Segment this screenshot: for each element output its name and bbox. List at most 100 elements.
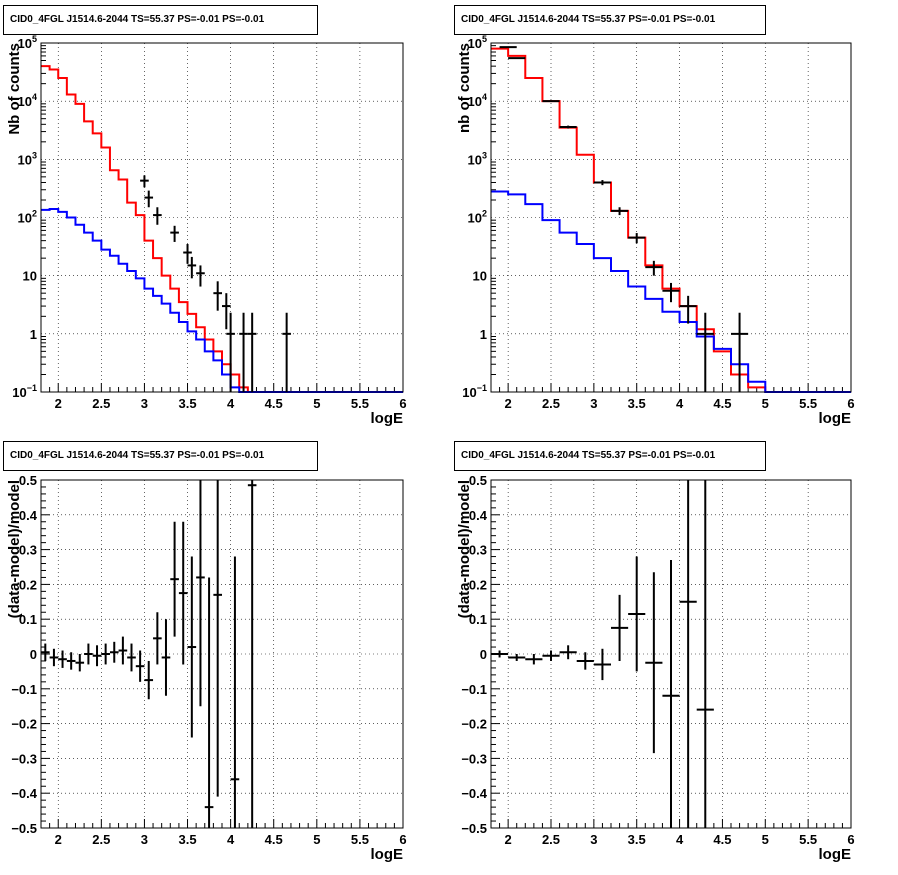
x-axis-label: logE (819, 410, 852, 427)
data-point (559, 125, 577, 129)
x-tick-label: 3 (141, 832, 148, 847)
histogram-series-1 (41, 65, 403, 393)
panel-title: CID0_4FGL J1514.6-2044 TS=55.37 PS=-0.01… (3, 441, 318, 471)
data-point (628, 556, 646, 672)
data-point (187, 556, 197, 738)
data-point (611, 207, 629, 216)
y-tick-label: 103 (468, 150, 487, 167)
y-tick-label: 105 (18, 34, 37, 51)
x-tick-label: 3.5 (628, 396, 646, 411)
data-point (239, 312, 248, 392)
plot-frame (40, 479, 404, 829)
data-point (247, 480, 257, 828)
data-point (75, 654, 85, 672)
x-tick-label: 6 (847, 832, 854, 847)
data-point (226, 312, 235, 392)
y-tick-label: −0.5 (461, 821, 487, 836)
data-point (662, 282, 680, 303)
data-point (118, 636, 128, 665)
data-point (645, 260, 663, 276)
x-tick-label: 5.5 (351, 396, 369, 411)
x-tick-label: 2 (55, 832, 62, 847)
data-point (576, 652, 594, 670)
data-point (679, 480, 697, 828)
panel-title: CID0_4FGL J1514.6-2044 TS=55.37 PS=-0.01… (454, 5, 766, 35)
y-axis-label: Nb of counts (6, 43, 23, 135)
data-point (542, 650, 560, 661)
data-point (593, 648, 611, 681)
data-point (222, 293, 231, 330)
y-tick-label: 0.1 (19, 612, 37, 627)
x-tick-label: 3.5 (178, 832, 196, 847)
data-point (84, 643, 93, 665)
y-tick-label: 0.1 (469, 612, 487, 627)
x-tick-label: 6 (399, 396, 406, 411)
y-tick-label: −0.1 (11, 682, 37, 697)
data-point (153, 207, 162, 225)
x-tick-label: 4 (676, 832, 684, 847)
data-point (499, 46, 517, 49)
y-tick-label: 0.4 (469, 508, 488, 523)
data-point (140, 175, 149, 188)
data-point (508, 654, 526, 661)
data-point (187, 256, 197, 279)
y-tick-label: 1 (480, 327, 487, 342)
panel-title: CID0_4FGL J1514.6-2044 TS=55.37 PS=-0.01… (3, 5, 318, 35)
data-point (696, 312, 714, 392)
y-tick-label: 1 (30, 327, 37, 342)
x-tick-label: 2.5 (542, 832, 560, 847)
y-tick-label: 10−1 (462, 383, 487, 400)
data-point (679, 295, 697, 324)
x-tick-label: 2.5 (542, 396, 560, 411)
x-axis-label: logE (371, 846, 404, 863)
x-tick-label: 5 (313, 832, 320, 847)
x-tick-label: 5.5 (799, 832, 817, 847)
y-tick-label: 10 (23, 269, 37, 284)
y-tick-label: 104 (18, 92, 37, 109)
histogram-series-2 (41, 208, 403, 393)
histogram-series-2 (491, 190, 851, 393)
data-point (230, 556, 240, 828)
x-tick-label: 5.5 (351, 832, 369, 847)
y-tick-label: 0.5 (19, 473, 37, 488)
data-point (593, 180, 611, 186)
grid (491, 42, 852, 393)
data-point (282, 312, 291, 392)
data-point (127, 643, 136, 672)
y-tick-label: −0.4 (11, 786, 37, 801)
panel-title: CID0_4FGL J1514.6-2044 TS=55.37 PS=-0.01… (454, 441, 766, 471)
y-tick-label: 104 (468, 92, 487, 109)
data-point (135, 650, 145, 682)
x-tick-label: 4.5 (265, 832, 283, 847)
y-tick-label: 102 (468, 209, 487, 226)
data-point (645, 572, 663, 754)
data-point (66, 652, 76, 670)
data-point (628, 233, 646, 244)
data-point (92, 645, 102, 667)
data-point (508, 57, 526, 60)
data-point (196, 265, 205, 287)
x-tick-label: 6 (399, 832, 406, 847)
x-tick-label: 5.5 (799, 396, 817, 411)
y-tick-label: −0.3 (11, 751, 37, 766)
x-tick-label: 2.5 (92, 396, 110, 411)
plot-frame (40, 42, 404, 393)
grid (41, 42, 404, 393)
x-tick-label: 3.5 (628, 832, 646, 847)
data-point (178, 521, 188, 665)
data-point (204, 577, 214, 828)
panel-4: 2 2.5 3 3.5 4 4.5 5 5.5 6 −0.5 −0.4 −0.3 −0.2 −0.1 0 0.… (456, 473, 855, 863)
y-tick-label: 0.2 (469, 577, 487, 592)
plot-frame (490, 479, 852, 829)
y-tick-label: 0.2 (19, 577, 37, 592)
data-point (559, 645, 577, 660)
y-tick-label: 10−1 (12, 383, 37, 400)
x-tick-label: 3 (590, 832, 597, 847)
data-point (41, 643, 50, 661)
y-tick-label: 0.4 (19, 508, 38, 523)
y-tick-label: 10 (473, 269, 487, 284)
y-tick-label: −0.2 (461, 717, 487, 732)
data-point (662, 560, 680, 828)
